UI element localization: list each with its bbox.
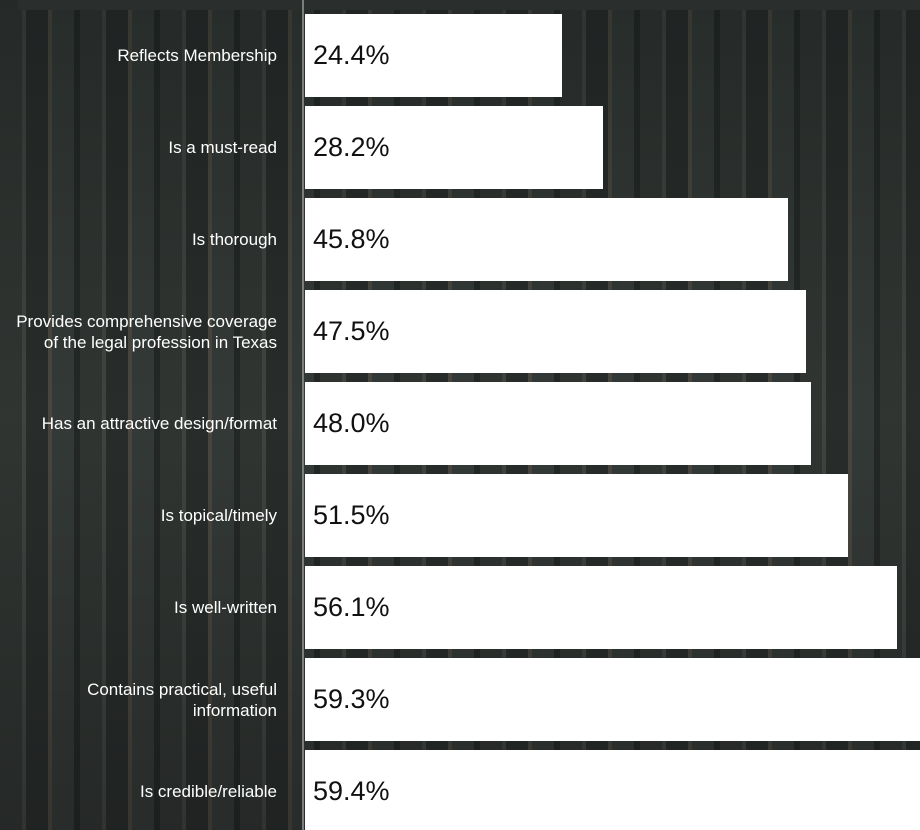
bar <box>305 566 897 649</box>
top-strip <box>18 0 920 10</box>
category-label: Is a must-read <box>168 138 277 157</box>
category-label: Is credible/reliable <box>139 782 277 801</box>
category-label: Is well-written <box>174 598 277 617</box>
value-label: 59.4% <box>313 776 390 806</box>
value-label: 28.2% <box>313 132 390 162</box>
category-label: Contains practical, useful information <box>87 679 277 720</box>
value-label: 56.1% <box>313 592 390 622</box>
axis-line <box>302 0 304 830</box>
bar <box>305 198 789 281</box>
bar <box>305 106 603 189</box>
value-label: 45.8% <box>313 224 390 254</box>
category-label: Is topical/timely <box>160 506 277 525</box>
value-label: 24.4% <box>313 40 390 70</box>
bar <box>305 290 807 373</box>
value-label: 59.3% <box>313 684 390 714</box>
bar <box>305 14 563 97</box>
value-label: 47.5% <box>313 316 390 346</box>
category-label: Provides comprehensive coverage of the l… <box>16 311 277 352</box>
category-label: Is thorough <box>191 230 277 249</box>
category-label: Reflects Membership <box>117 46 277 65</box>
value-label: 51.5% <box>313 500 390 530</box>
bar <box>305 382 812 465</box>
bar <box>305 658 920 741</box>
bar <box>305 474 849 557</box>
value-label: 48.0% <box>313 408 390 438</box>
category-label: Has an attractive design/format <box>41 414 277 433</box>
bar <box>305 750 920 830</box>
